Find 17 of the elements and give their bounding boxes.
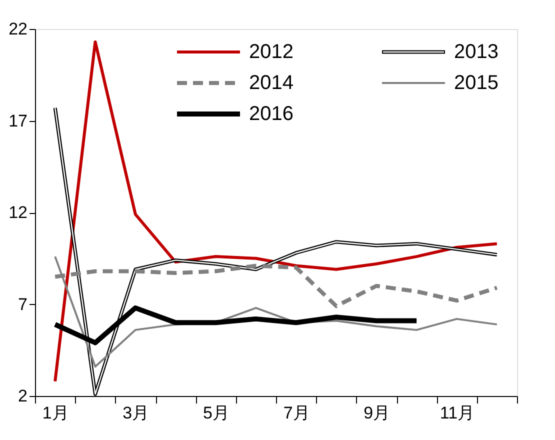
line-series — [54, 40, 498, 383]
x-tick-label: 1月 — [42, 404, 69, 422]
y-tick-label: 2 — [18, 386, 28, 406]
y-tick-label: 7 — [18, 294, 28, 314]
x-tick-label: 5月 — [203, 404, 230, 422]
y-tick-label: 12 — [8, 203, 28, 222]
legend-label: 2016 — [249, 103, 294, 125]
legend-label: 2015 — [454, 72, 498, 94]
legend-label: 2013 — [454, 41, 498, 63]
y-tick-label: 22 — [8, 20, 28, 38]
legend-label: 2014 — [249, 72, 294, 94]
x-tick-label: 9月 — [364, 404, 390, 422]
x-tick-label: 3月 — [122, 404, 150, 422]
y-tick-label: 17 — [8, 111, 28, 130]
legend-label: 2012 — [249, 41, 294, 63]
x-tick-label: 11月 — [440, 404, 475, 422]
x-tick-label: 7月 — [283, 404, 310, 422]
